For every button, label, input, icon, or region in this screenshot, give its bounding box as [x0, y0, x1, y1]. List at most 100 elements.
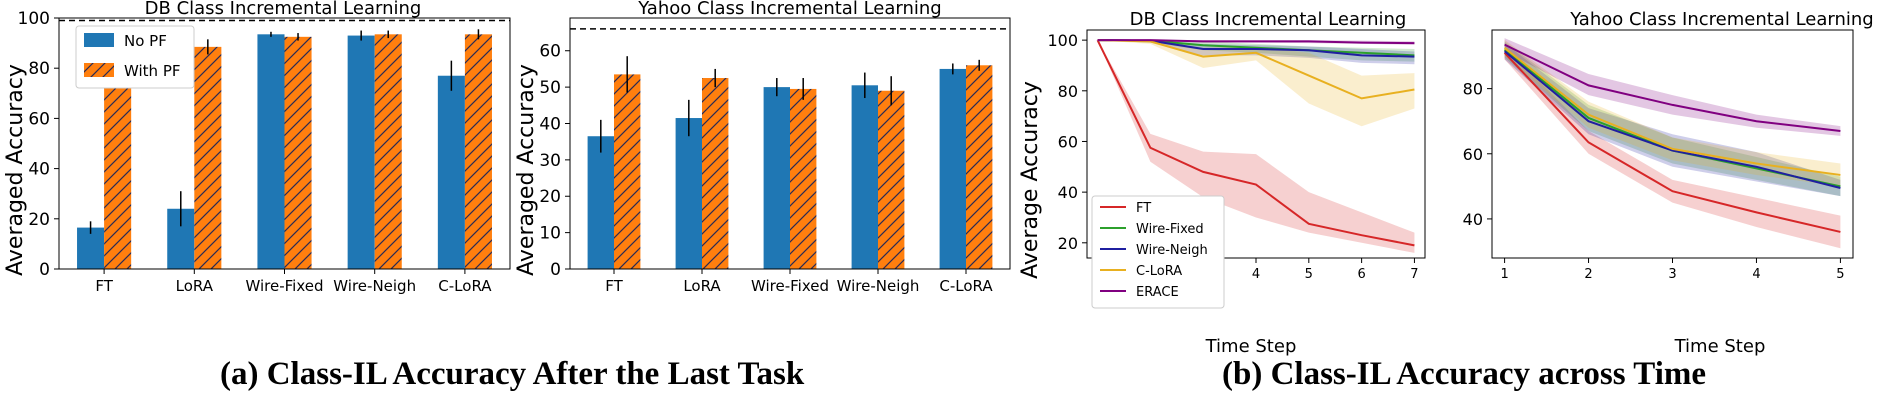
db-bar-bar-with-pf-c-lora	[464, 34, 492, 269]
db-bar-ytick-label-60: 60	[28, 109, 50, 129]
yahoo-line-xtick-label-4: 4	[1752, 267, 1760, 282]
db-line-plot-area: 204060801001234567	[1047, 29, 1426, 282]
yahoo-line-xtick-label-2: 2	[1584, 267, 1592, 282]
caption-a: (a) Class-IL Accuracy After the Last Tas…	[220, 356, 805, 392]
yahoo-bar-xtick-label-wire-fixed: Wire-Fixed	[751, 277, 829, 295]
yahoo-bar-bar-no-pf-wire-neigh	[851, 85, 878, 269]
db-bar-xtick-label-wire-fixed: Wire-Fixed	[245, 277, 323, 295]
db-line-ytick-label-40: 40	[1058, 183, 1078, 202]
db-line-xlabel: Time Step	[1205, 336, 1297, 357]
legend-label-erace: ERACE	[1136, 285, 1179, 300]
db-line-ytick-label-20: 20	[1058, 234, 1078, 253]
db-bar-ytick-label-80: 80	[28, 59, 50, 79]
legend-label-no-pf: No PF	[124, 32, 167, 50]
caption-b: (b) Class-IL Accuracy across Time	[1222, 356, 1706, 392]
db-bar-xtick-label-lora: LoRA	[176, 277, 214, 295]
yahoo-line-band-c-lora	[1504, 39, 1841, 187]
db-bar-bar-no-pf-c-lora	[437, 75, 465, 269]
yahoo-bar-bar-with-pf-wire-fixed	[790, 88, 817, 269]
db-bar-axes-frame	[58, 17, 511, 270]
yahoo-bar-xtick-label-wire-neigh: Wire-Neigh	[837, 277, 920, 295]
yahoo-line-line-c-lora	[1503, 47, 1841, 176]
yahoo-bar-ytick-label-50: 50	[539, 78, 561, 98]
yahoo-bar-ylabel: Averaged Accuracy	[514, 64, 539, 276]
db-bar-bar-with-pf-lora	[194, 46, 222, 269]
db-bar-ylabel: Averaged Accuracy	[3, 64, 28, 276]
db-line-line-c-lora	[1097, 39, 1415, 100]
db-bar-title: DB Class Incremental Learning	[145, 0, 422, 19]
legend-label-wire-fixed: Wire-Fixed	[1136, 222, 1204, 237]
legend-label-wire-neigh: Wire-Neigh	[1136, 243, 1208, 258]
db-line-chart: DB Class Incremental Learning Average Ac…	[1018, 9, 1426, 357]
db-line-line-ft	[1096, 39, 1415, 247]
db-line-xtick-label-4: 4	[1252, 267, 1260, 282]
legend-label-with-pf: With PF	[124, 62, 181, 80]
yahoo-bar-ytick-label-30: 30	[539, 151, 561, 171]
db-line-xtick-label-6: 6	[1357, 267, 1365, 282]
yahoo-bar-bar-no-pf-lora	[675, 118, 702, 270]
yahoo-line-xtick-label-5: 5	[1836, 267, 1844, 282]
yahoo-bar-bar-with-pf-wire-neigh	[878, 90, 905, 269]
db-line-ylabel: Average Accuracy	[1018, 81, 1043, 279]
yahoo-bar-bar-no-pf-ft	[587, 136, 614, 269]
db-line-line-erace	[1097, 39, 1415, 45]
yahoo-bar-ytick-label-0: 0	[550, 260, 561, 280]
yahoo-line-band-wire-fixed	[1504, 41, 1841, 197]
yahoo-line-axes-frame	[1491, 29, 1854, 259]
yahoo-bar-xtick-label-ft: FT	[605, 277, 623, 295]
yahoo-bar-axes-frame	[569, 17, 1011, 270]
db-line-xtick-label-5: 5	[1305, 267, 1313, 282]
db-line-band-ft	[1097, 40, 1415, 253]
yahoo-bar-ytick-label-40: 40	[539, 114, 561, 134]
yahoo-bar-bar-no-pf-wire-fixed	[763, 87, 790, 270]
db-bar-bar-no-pf-ft	[77, 227, 105, 269]
db-line-ytick-label-60: 60	[1058, 132, 1078, 151]
db-line-xtick-label-7: 7	[1410, 267, 1418, 282]
db-bar-bar-no-pf-wire-fixed	[257, 34, 285, 269]
db-bar-ytick-label-40: 40	[28, 160, 50, 180]
db-bar-ytick-label-100: 100	[18, 9, 50, 29]
yahoo-line-title: Yahoo Class Incremental Learning	[1569, 9, 1873, 30]
legend-label-c-lora: C-LoRA	[1136, 264, 1182, 279]
db-bar-xtick-label-wire-neigh: Wire-Neigh	[333, 277, 416, 295]
yahoo-line-plot-area: 40 60 80 1 2 3 4 5	[1463, 29, 1854, 282]
db-bar-xtick-label-ft: FT	[95, 277, 113, 295]
yahoo-bar-bar-with-pf-lora	[702, 78, 729, 270]
yahoo-line-ytick-label-60: 60	[1463, 145, 1483, 164]
db-line-legend: FT Wire-Fixed Wire-Neigh C-LoRA ERACE	[1091, 195, 1225, 309]
db-line-title: DB Class Incremental Learning	[1130, 9, 1407, 30]
yahoo-line-line-erace	[1504, 43, 1841, 132]
db-bar-legend: No PF With PF	[75, 25, 195, 89]
db-bar-ytick-label-20: 20	[28, 210, 50, 230]
yahoo-bar-bar-with-pf-ft	[614, 74, 641, 269]
yahoo-line-band-wire-neigh	[1504, 43, 1841, 197]
yahoo-line-xtick-label-3: 3	[1668, 267, 1676, 282]
db-bar-chart: DB Class Incremental Learning Averaged A…	[3, 0, 511, 295]
yahoo-bar-title: Yahoo Class Incremental Learning	[637, 0, 941, 19]
db-line-band-c-lora	[1097, 40, 1415, 127]
legend-swatch-with-pf	[84, 63, 114, 77]
db-bar-bar-with-pf-ft	[104, 75, 132, 269]
yahoo-line-xtick-label-1: 1	[1500, 267, 1508, 282]
yahoo-bar-xtick-label-lora: LoRA	[683, 277, 721, 295]
yahoo-line-line-ft	[1503, 52, 1841, 233]
db-line-ytick-label-80: 80	[1058, 82, 1078, 101]
db-bar-ytick-label-0: 0	[39, 260, 50, 280]
yahoo-bar-xtick-label-c-lora: C-LoRA	[939, 277, 993, 295]
yahoo-line-chart: Yahoo Class Incremental Learning Time St…	[1463, 9, 1874, 357]
db-line-axes-frame	[1086, 29, 1426, 259]
yahoo-bar-ytick-label-10: 10	[539, 224, 561, 244]
db-line-ytick-label-100: 100	[1047, 31, 1078, 50]
yahoo-bar-ytick-label-60: 60	[539, 42, 561, 62]
db-bar-bar-no-pf-wire-neigh	[347, 35, 375, 269]
yahoo-bar-plot-area: 0 10 20 30 40 50 60 FT LoRA Wire-Fixed Wire-Neigh C…	[539, 17, 1011, 295]
yahoo-bar-bar-no-pf-c-lora	[939, 68, 966, 269]
yahoo-line-band-ft	[1504, 46, 1841, 249]
db-bar-bar-with-pf-wire-fixed	[284, 36, 312, 270]
yahoo-bar-ytick-label-20: 20	[539, 187, 561, 207]
yahoo-bar-chart: Yahoo Class Incremental Learning Average…	[514, 0, 1011, 295]
db-bar-xtick-label-c-lora: C-LoRA	[438, 277, 492, 295]
legend-label-ft: FT	[1136, 201, 1151, 216]
legend-swatch-no-pf	[84, 33, 114, 47]
